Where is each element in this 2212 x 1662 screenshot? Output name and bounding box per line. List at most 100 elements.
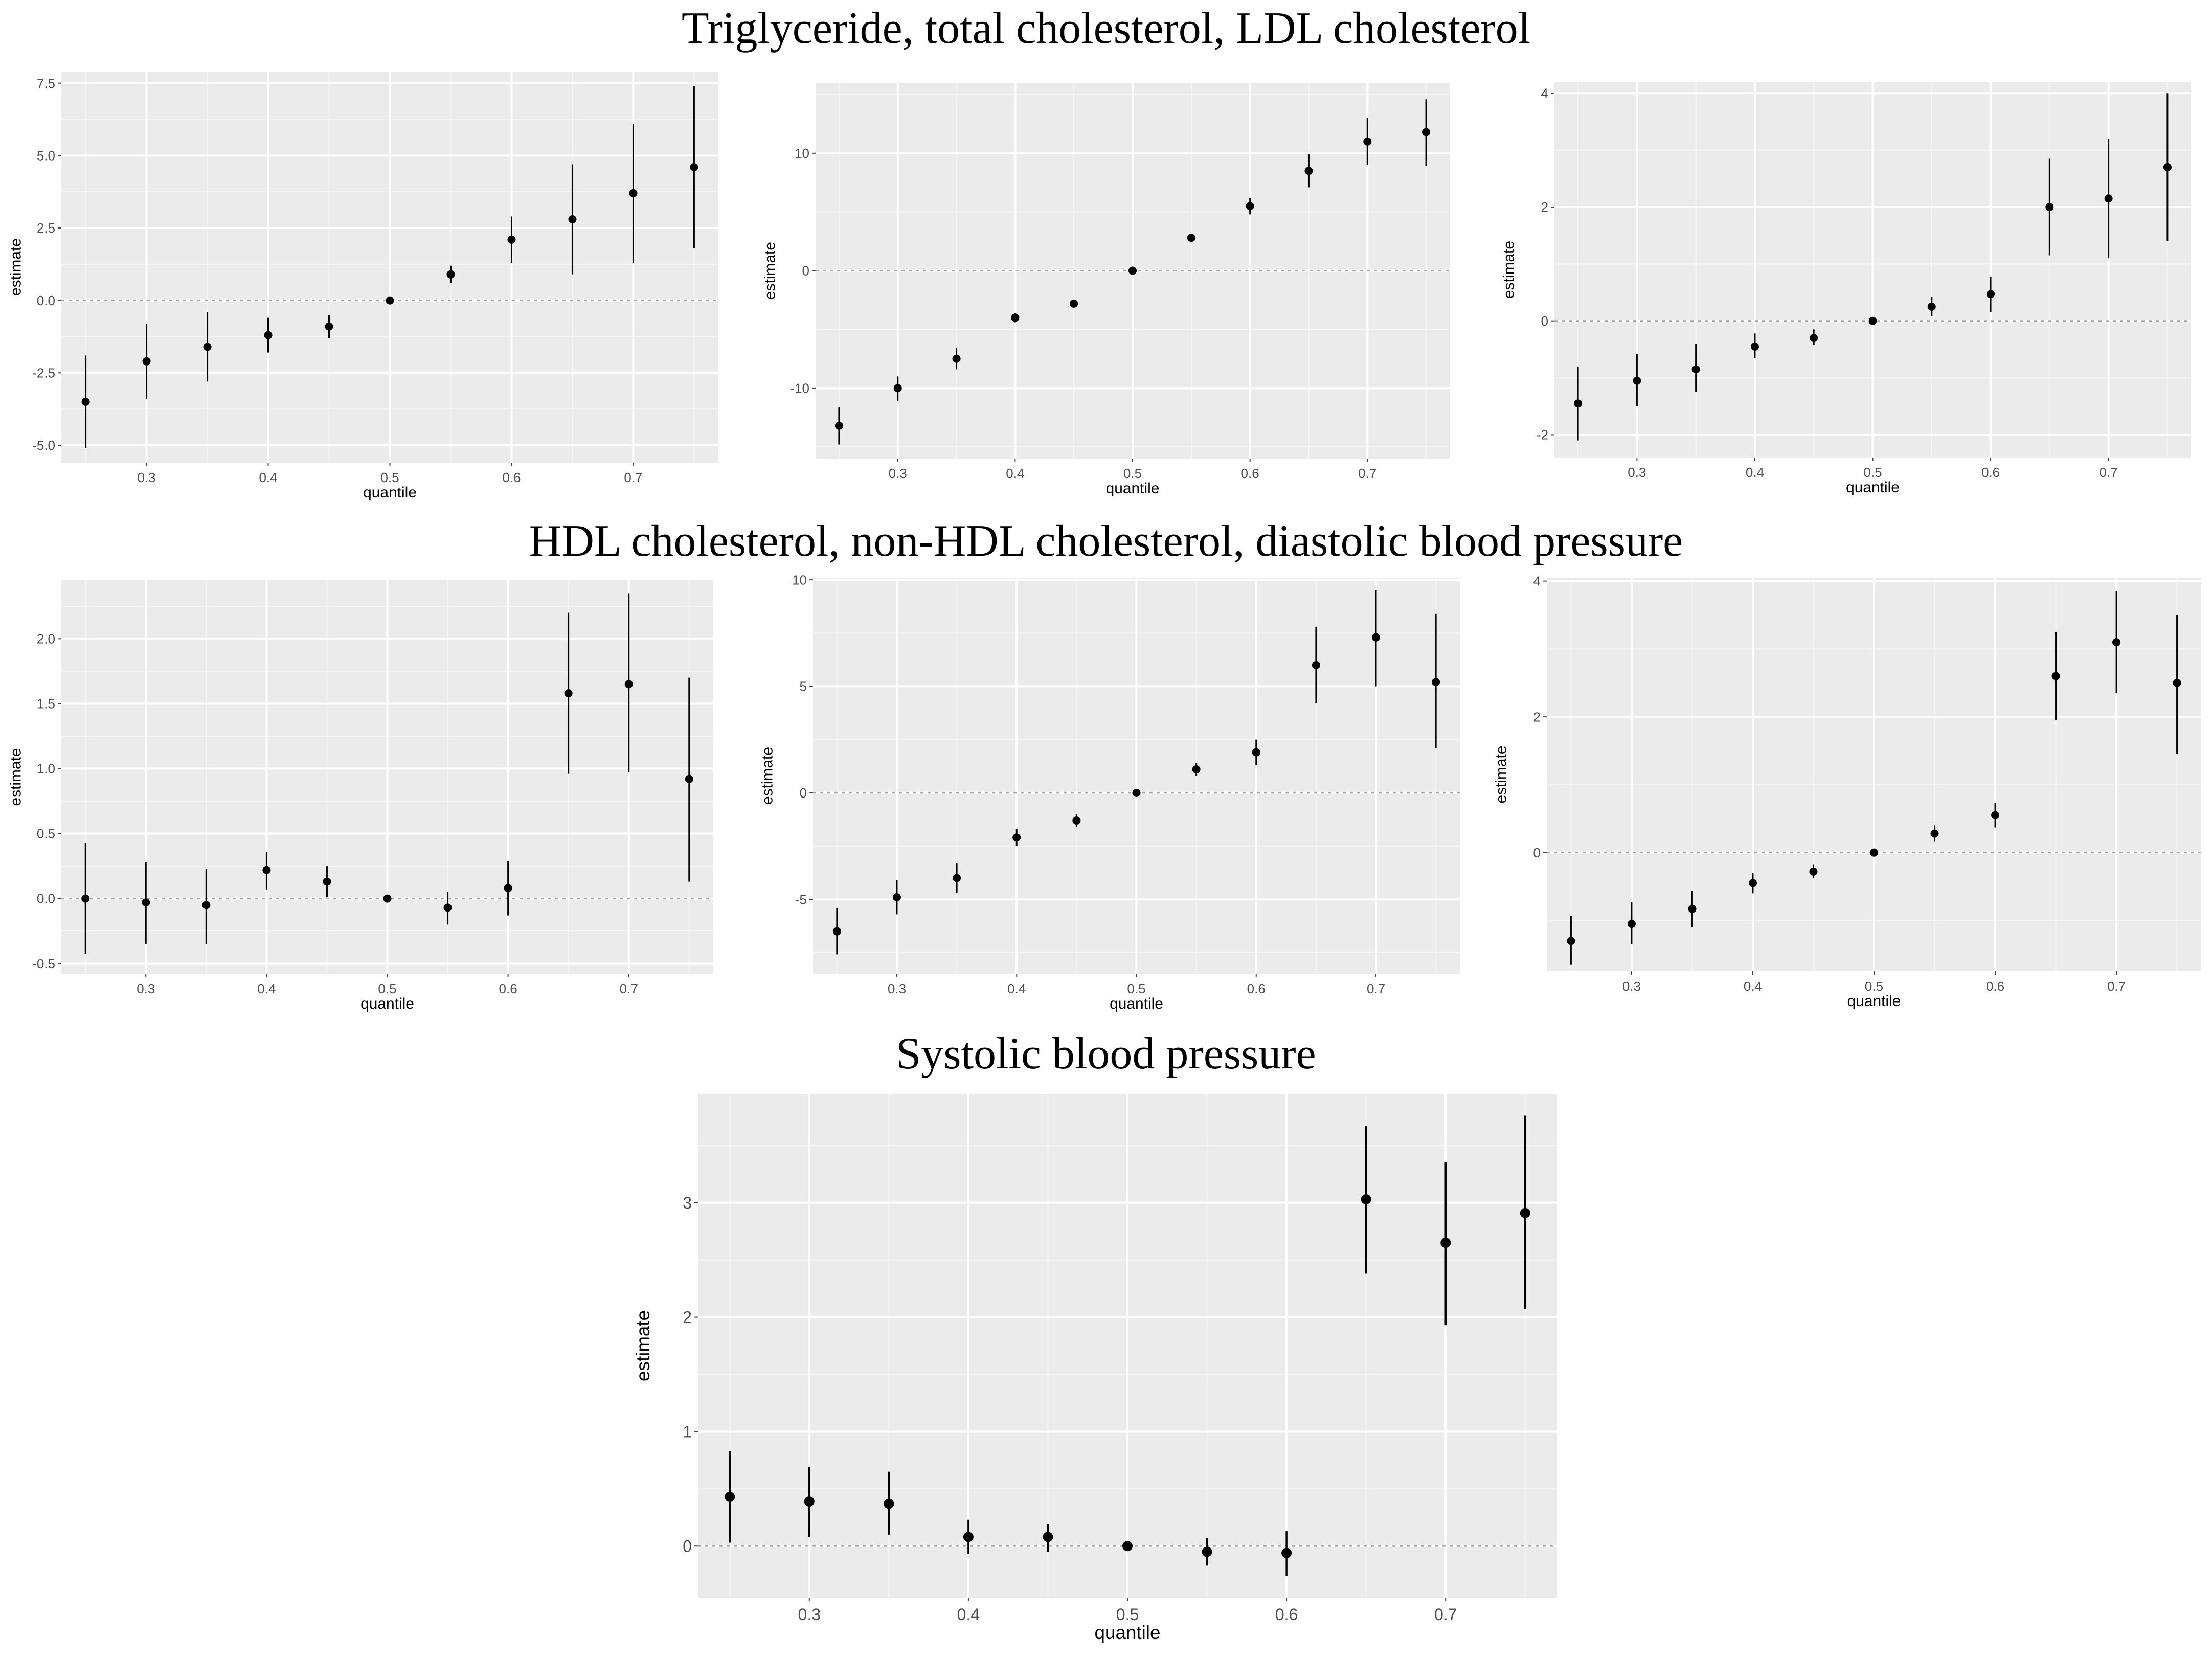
non-hdl-cholesterol-chart: 0.3 0.4 0.5 0.6 0.7 -5 0 5 10 quantile estimate — [759, 572, 1460, 1012]
estimate-point — [1070, 299, 1078, 308]
estimate-point — [1072, 816, 1081, 825]
y-tick-label: 0 — [800, 785, 807, 801]
x-tick-label: 0.7 — [1434, 1605, 1457, 1624]
y-tick-label: 0 — [1533, 845, 1541, 860]
estimate-point — [203, 343, 212, 351]
y-axis-label: estimate — [1493, 746, 1509, 804]
x-tick-label: 0.4 — [257, 981, 276, 996]
estimate-point — [386, 296, 394, 305]
total-cholesterol-chart: 0.3 0.4 0.5 0.6 0.7 -10 0 10 quantile estimate — [761, 83, 1450, 497]
row2-title: HDL cholesterol, non-HDL cholesterol, di… — [529, 516, 1683, 566]
y-axis-label: estimate — [7, 748, 24, 806]
estimate-point — [1432, 678, 1440, 687]
y-tick-label: 0.5 — [37, 826, 55, 841]
x-tick-label: 0.5 — [1863, 465, 1882, 480]
x-tick-label: 0.6 — [1241, 466, 1259, 481]
y-tick-label: 2 — [1541, 199, 1548, 215]
estimate-point — [142, 898, 150, 907]
y-axis-label: estimate — [7, 238, 24, 296]
x-tick-label: 0.3 — [889, 466, 907, 481]
estimate-point — [323, 877, 331, 886]
x-tick-label: 0.6 — [1275, 1605, 1298, 1624]
estimate-point — [1192, 765, 1201, 773]
x-axis-label: quantile — [1095, 1622, 1161, 1643]
y-tick-label: 2.5 — [37, 220, 55, 236]
row1-title: Triglyceride, total cholesterol, LDL cho… — [681, 4, 1531, 53]
y-axis-label: estimate — [759, 747, 776, 805]
x-axis-label: quantile — [363, 484, 417, 501]
y-tick-label: -2 — [1537, 427, 1548, 443]
y-tick-label: 1.5 — [37, 696, 55, 712]
estimate-point — [832, 927, 841, 936]
ldl-cholesterol-chart: 0.3 0.4 0.5 0.6 0.7 -2 0 2 4 quantile estimate — [1500, 82, 2191, 496]
x-axis-label: quantile — [360, 995, 414, 1012]
estimate-point — [1372, 633, 1381, 642]
estimate-point — [952, 354, 961, 363]
estimate-point — [1122, 1541, 1133, 1552]
y-tick-label: 0 — [1541, 313, 1548, 329]
estimate-point — [1688, 904, 1697, 913]
estimate-point — [262, 866, 271, 874]
estimate-point — [81, 894, 90, 903]
x-tick-label: 0.3 — [137, 470, 155, 485]
estimate-point — [1043, 1532, 1053, 1542]
y-tick-label: 10 — [795, 146, 809, 161]
estimate-point — [1870, 848, 1878, 857]
estimate-point — [1930, 829, 1939, 838]
estimate-point — [1363, 137, 1372, 146]
x-tick-label: 0.7 — [624, 470, 642, 485]
estimate-point — [2173, 678, 2181, 687]
estimate-point — [264, 331, 273, 339]
x-tick-label: 0.7 — [620, 981, 638, 996]
x-axis-label: quantile — [1110, 995, 1163, 1012]
estimate-point — [446, 270, 455, 279]
estimate-point — [325, 322, 333, 331]
estimate-point — [1691, 365, 1700, 374]
estimate-point — [1987, 290, 1995, 299]
estimate-point — [2104, 194, 2113, 203]
x-tick-label: 0.5 — [1123, 466, 1142, 481]
diastolic-bp-chart: 0.3 0.4 0.5 0.6 0.7 0 2 4 quantile estimate — [1493, 574, 2201, 1010]
y-tick-label: 7.5 — [37, 76, 55, 91]
y-tick-label: 5.0 — [37, 148, 55, 163]
estimate-point — [1440, 1238, 1451, 1248]
estimate-point — [383, 894, 392, 903]
y-tick-label: 0 — [683, 1537, 692, 1555]
y-tick-label: 3 — [683, 1194, 692, 1212]
y-tick-label: 2 — [1533, 709, 1541, 724]
x-axis-label: quantile — [1846, 479, 1900, 496]
y-tick-label: 1.0 — [37, 761, 55, 777]
estimate-point — [893, 384, 902, 393]
x-tick-label: 0.5 — [378, 981, 396, 996]
x-tick-label: 0.5 — [1127, 981, 1145, 996]
estimate-point — [953, 874, 961, 882]
x-tick-label: 0.4 — [1744, 978, 1762, 994]
x-tick-label: 0.6 — [1247, 981, 1266, 996]
estimate-point — [725, 1492, 735, 1502]
estimate-point — [1633, 376, 1641, 385]
x-tick-label: 0.3 — [1628, 465, 1646, 480]
estimate-point — [892, 893, 901, 901]
estimate-point — [1132, 788, 1141, 797]
estimate-point — [884, 1498, 894, 1509]
y-tick-label: 4 — [1541, 85, 1548, 101]
estimate-point — [2045, 203, 2054, 211]
estimate-point — [1361, 1194, 1371, 1204]
y-tick-label: -10 — [790, 380, 809, 396]
estimate-point — [2051, 672, 2060, 680]
estimate-point — [2112, 638, 2121, 647]
y-axis-label: estimate — [633, 1310, 653, 1381]
y-tick-label: -0.5 — [32, 956, 55, 971]
x-tick-label: 0.5 — [380, 470, 399, 485]
x-tick-label: 0.6 — [502, 470, 521, 485]
estimate-point — [1128, 266, 1137, 275]
x-tick-label: 0.3 — [1622, 978, 1641, 994]
estimate-point — [1312, 661, 1320, 669]
x-tick-label: 0.6 — [499, 981, 517, 996]
systolic-bp-chart: 0.3 0.4 0.5 0.6 0.7 0 1 2 3 quantile estimate — [633, 1094, 1557, 1643]
estimate-point — [1520, 1208, 1530, 1218]
estimate-point — [1252, 748, 1260, 757]
estimate-point — [690, 163, 698, 171]
x-tick-label: 0.4 — [259, 470, 277, 485]
estimate-point — [1281, 1547, 1292, 1558]
